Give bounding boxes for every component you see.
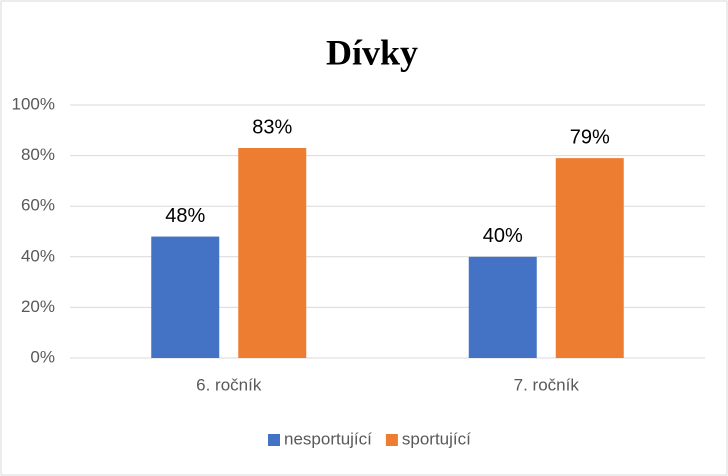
bar	[151, 236, 220, 358]
legend-swatch	[385, 434, 398, 446]
legend-label: nesportující	[284, 429, 372, 448]
legend-label: sportující	[402, 429, 471, 448]
bar	[555, 158, 624, 358]
value-label: 48%	[165, 205, 205, 227]
y-tick-label: 100%	[12, 94, 55, 113]
bar	[468, 256, 537, 358]
x-tick-label: 7. ročník	[514, 375, 580, 394]
chart-title: Dívky	[326, 32, 418, 72]
y-tick-label: 40%	[21, 246, 55, 265]
y-tick-label: 0%	[30, 347, 55, 366]
legend-swatch	[268, 434, 280, 446]
y-tick-label: 60%	[21, 196, 55, 215]
x-tick-label: 6. ročník	[196, 375, 262, 394]
value-label: 83%	[252, 116, 292, 138]
y-tick-label: 80%	[21, 145, 55, 164]
y-tick-label: 20%	[21, 297, 55, 316]
bar	[238, 148, 307, 358]
value-label: 40%	[483, 225, 523, 247]
value-label: 79%	[570, 126, 610, 148]
